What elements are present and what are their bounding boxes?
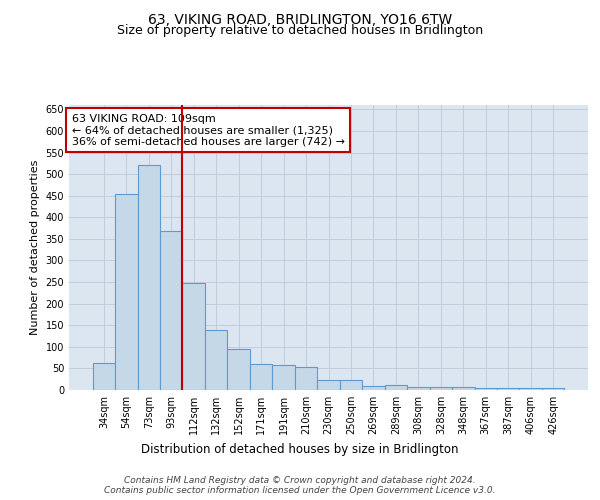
- Text: Distribution of detached houses by size in Bridlington: Distribution of detached houses by size …: [141, 442, 459, 456]
- Bar: [362, 386, 385, 390]
- Bar: [92, 363, 115, 390]
- Bar: [115, 194, 137, 390]
- Y-axis label: Number of detached properties: Number of detached properties: [30, 160, 40, 335]
- Bar: [520, 388, 542, 390]
- Bar: [340, 380, 362, 390]
- Bar: [295, 366, 317, 390]
- Bar: [385, 385, 407, 390]
- Bar: [430, 388, 452, 390]
- Bar: [497, 388, 520, 390]
- Bar: [137, 166, 160, 390]
- Text: 63 VIKING ROAD: 109sqm
← 64% of detached houses are smaller (1,325)
36% of semi-: 63 VIKING ROAD: 109sqm ← 64% of detached…: [71, 114, 344, 147]
- Bar: [407, 387, 430, 390]
- Text: Contains HM Land Registry data © Crown copyright and database right 2024.
Contai: Contains HM Land Registry data © Crown c…: [104, 476, 496, 495]
- Bar: [205, 330, 227, 390]
- Bar: [475, 388, 497, 390]
- Bar: [452, 388, 475, 390]
- Bar: [160, 231, 182, 390]
- Bar: [250, 364, 272, 390]
- Bar: [317, 380, 340, 390]
- Bar: [272, 365, 295, 390]
- Bar: [227, 349, 250, 390]
- Text: Size of property relative to detached houses in Bridlington: Size of property relative to detached ho…: [117, 24, 483, 37]
- Text: 63, VIKING ROAD, BRIDLINGTON, YO16 6TW: 63, VIKING ROAD, BRIDLINGTON, YO16 6TW: [148, 12, 452, 26]
- Bar: [542, 388, 565, 390]
- Bar: [182, 283, 205, 390]
